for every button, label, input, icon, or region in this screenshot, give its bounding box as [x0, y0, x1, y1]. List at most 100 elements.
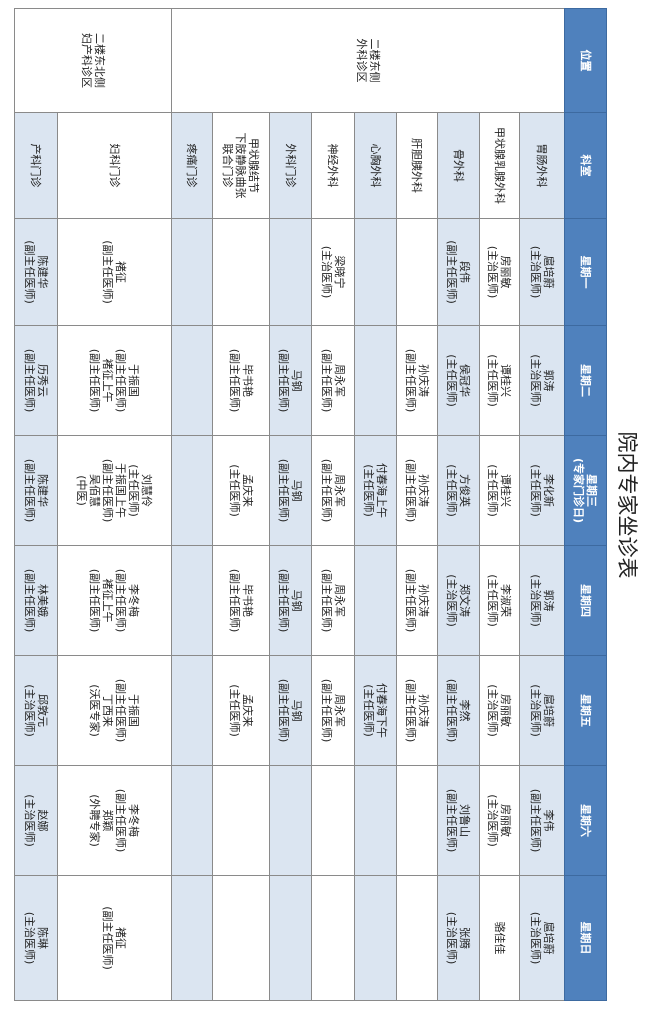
doctor-cell: [269, 765, 312, 876]
column-header: 星期五: [564, 655, 607, 766]
doctor-cell: 郑文涛 (主治医师): [437, 545, 480, 656]
doctor-name: 毕书艳: [241, 364, 254, 397]
doctor-title: (副主任医师): [228, 348, 241, 413]
doctor-name: 丁西来: [101, 694, 115, 727]
table-row: 二楼东北侧 妇产科诊区 妇科门诊 褚征 (副主任医师) 于振国 (副主任医师) 褚征上午 (副主…: [14, 8, 172, 1001]
page-title: 院内专家坐诊表: [615, 431, 639, 579]
doctor-cell: [311, 875, 355, 1001]
text-line: 星期六: [579, 804, 592, 837]
doctor-name: 褚征上午: [101, 358, 115, 403]
doctor-title: (外聘专家): [88, 794, 102, 847]
doctor-name: 李化新: [542, 474, 555, 507]
column-header: 位置: [564, 8, 607, 113]
doctor-name: 林美娥: [36, 584, 49, 617]
department-cell: 甲状腺结节 下肢静脉曲张 联合门诊: [212, 112, 270, 219]
department-cell: 疼痛门诊: [171, 112, 213, 219]
doctor-cell: [354, 765, 397, 876]
table-row: 二楼东侧 外科诊区 胃肠外科 扈培蔚 (主治医师) 郭涛 (主治医师) 李化新 (主任医师) 郭涛…: [171, 8, 565, 1001]
doctor-name: 孙庆涛: [417, 584, 430, 617]
doctor-title: (主任医师): [486, 354, 500, 407]
doctor-name: 郭涛: [542, 589, 555, 612]
doctor-cell: 周永军 (副主任医师): [311, 545, 355, 656]
doctor-cell: [269, 875, 312, 1001]
doctor-name: 孟庆来: [241, 694, 254, 727]
doctor-title: (副主任医师): [114, 348, 128, 413]
doctor-cell: 马钢 (副主任医师): [269, 325, 312, 436]
doctor-title: (副主任医师): [23, 568, 36, 633]
doctor-cell: 毕书艳 (副主任医师): [212, 325, 270, 436]
text-line: 下肢静脉曲张: [234, 132, 248, 199]
text-line: 神经外科: [326, 143, 340, 188]
doctor-title: (副主任医师): [445, 788, 459, 853]
doctor-title: (中医): [75, 475, 89, 506]
doctor-cell: [212, 875, 270, 1001]
doctor-cell: [354, 218, 397, 326]
table-row: 产科门诊 陈建华 (副主任医师) 历秀云 (副主任医师) 陈建华 (副主任医师) 林美娥 (副主…: [14, 9, 58, 1001]
doctor-title: (主治医师): [529, 911, 542, 965]
doctor-name: 扈培蔚: [542, 255, 555, 289]
doctor-cell: [396, 875, 438, 1001]
doctor-title: (主任医师): [445, 464, 459, 517]
table-row: 甲状腺乳腺外科 房丽敏 (主治医师) 谭桂兴 (主任医师) 谭桂兴 (主任医师) 李淑荣 (主任…: [479, 9, 520, 1001]
doctor-cell: 历秀云 (副主任医师): [14, 325, 58, 436]
doctor-title: (主任医师): [228, 464, 241, 517]
doctor-cell: [354, 545, 397, 656]
doctor-title: (副主任医师): [101, 458, 115, 523]
department-cell: 心胸外科: [354, 112, 397, 219]
doctor-name: 于振国: [127, 694, 141, 727]
doctor-title: (副主任医师): [228, 568, 241, 633]
doctor-title: (副主任医师): [404, 458, 417, 523]
doctor-cell: 林美娥 (副主任医师): [14, 545, 58, 656]
doctor-cell: 房丽敏 (主治医师): [479, 765, 520, 876]
text-line: 妇科门诊: [108, 143, 121, 188]
doctor-cell: 毕书艳 (副主任医师): [212, 545, 270, 656]
doctor-cell: 周永军 (副主任医师): [311, 325, 355, 436]
doctor-name: 李冬梅: [127, 804, 141, 837]
doctor-cell: 陈建华 (副主任医师): [14, 435, 58, 546]
doctor-cell: 谭桂兴 (主任医师): [479, 325, 520, 436]
doctor-cell: 李冬梅 (副主任医师) 褚征上午 (副主任医师): [57, 545, 172, 656]
text-line: 星期四: [579, 584, 592, 617]
department-cell: 胃肠外科: [519, 112, 565, 219]
doctor-title: (副主任医师): [114, 678, 128, 743]
doctor-title: (主治医师): [23, 911, 36, 965]
doctor-title: (主治医师): [486, 245, 500, 299]
doctor-title: (副主任医师): [320, 458, 333, 523]
doctor-cell: [171, 435, 213, 546]
column-header: 星期六: [564, 765, 607, 876]
text-line: 二楼东侧: [368, 38, 381, 83]
doctor-name: 谭桂兴: [499, 474, 513, 507]
doctor-title: (主治医师): [445, 574, 459, 627]
department-cell: 外科门诊: [269, 112, 312, 219]
doctor-name: 房丽敏: [499, 694, 513, 727]
text-line: 星期二: [579, 364, 592, 397]
doctor-cell: 马钢 (副主任医师): [269, 545, 312, 656]
doctor-title: (副主任医师): [277, 348, 291, 413]
doctor-name: 于振国上午: [114, 463, 128, 518]
doctor-name: 段伟: [458, 261, 472, 283]
table-row: 神经外科 梁晓宁 (主治医师) 周永军 (副主任医师) 周永军 (副主任医师) 周永军 (副主任…: [311, 9, 355, 1001]
doctor-title: (主治医师): [23, 684, 36, 737]
doctor-name: 马钢: [290, 369, 304, 392]
doctor-cell: 孟庆来 (主任医师): [212, 655, 270, 766]
doctor-cell: [171, 765, 213, 876]
text-line: 位置: [579, 49, 592, 72]
doctor-cell: 郭涛 (主治医师): [519, 325, 565, 436]
doctor-title: (主任医师): [127, 464, 141, 517]
doctor-name: 马钢: [290, 479, 304, 502]
text-line: 星期一: [579, 255, 592, 289]
text-line: 产科门诊: [29, 143, 43, 188]
doctor-cell: 马钢 (副主任医师): [269, 435, 312, 546]
doctor-name: 褚征: [114, 927, 128, 949]
text-line: 外科诊区: [355, 38, 368, 83]
doctor-cell: 邱敦元 (主治医师): [14, 655, 58, 766]
doctor-cell: [396, 765, 438, 876]
doctor-cell: 梁晓宁 (主治医师): [311, 218, 355, 326]
table-row: 心胸外科 付春海上午 (主任医师) 付春海下午 (主任医师): [354, 9, 397, 1001]
table-row: 外科门诊 马钢 (副主任医师) 马钢 (副主任医师) 马钢 (副主任医师) 马钢 (副主任医师): [269, 9, 312, 1001]
doctor-title: (主治医师): [23, 794, 36, 847]
doctor-title: (主任医师): [486, 464, 500, 517]
doctor-cell: 于振国 (副主任医师) 褚征上午 (副主任医师): [57, 325, 172, 436]
doctor-cell: 郭涛 (主治医师): [519, 545, 565, 656]
doctor-name: 马钢: [290, 699, 304, 722]
